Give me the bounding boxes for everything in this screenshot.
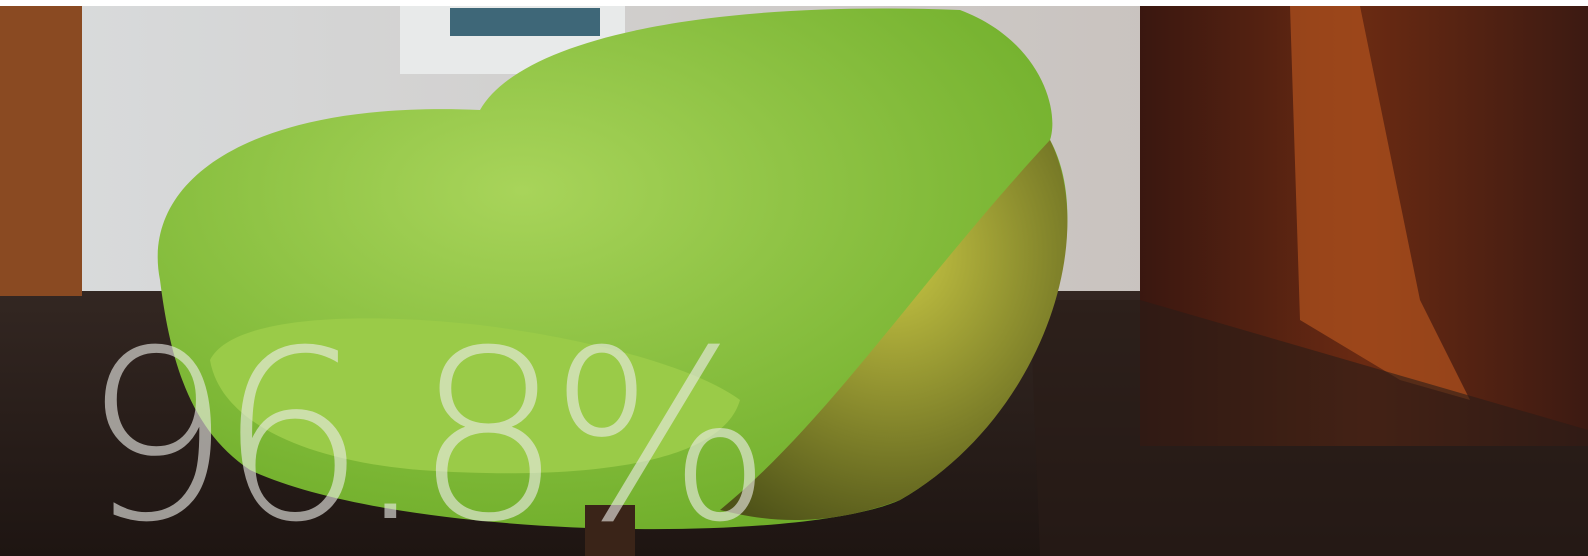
photo [0,6,1588,556]
stat-value: 96.8% [82,301,759,556]
